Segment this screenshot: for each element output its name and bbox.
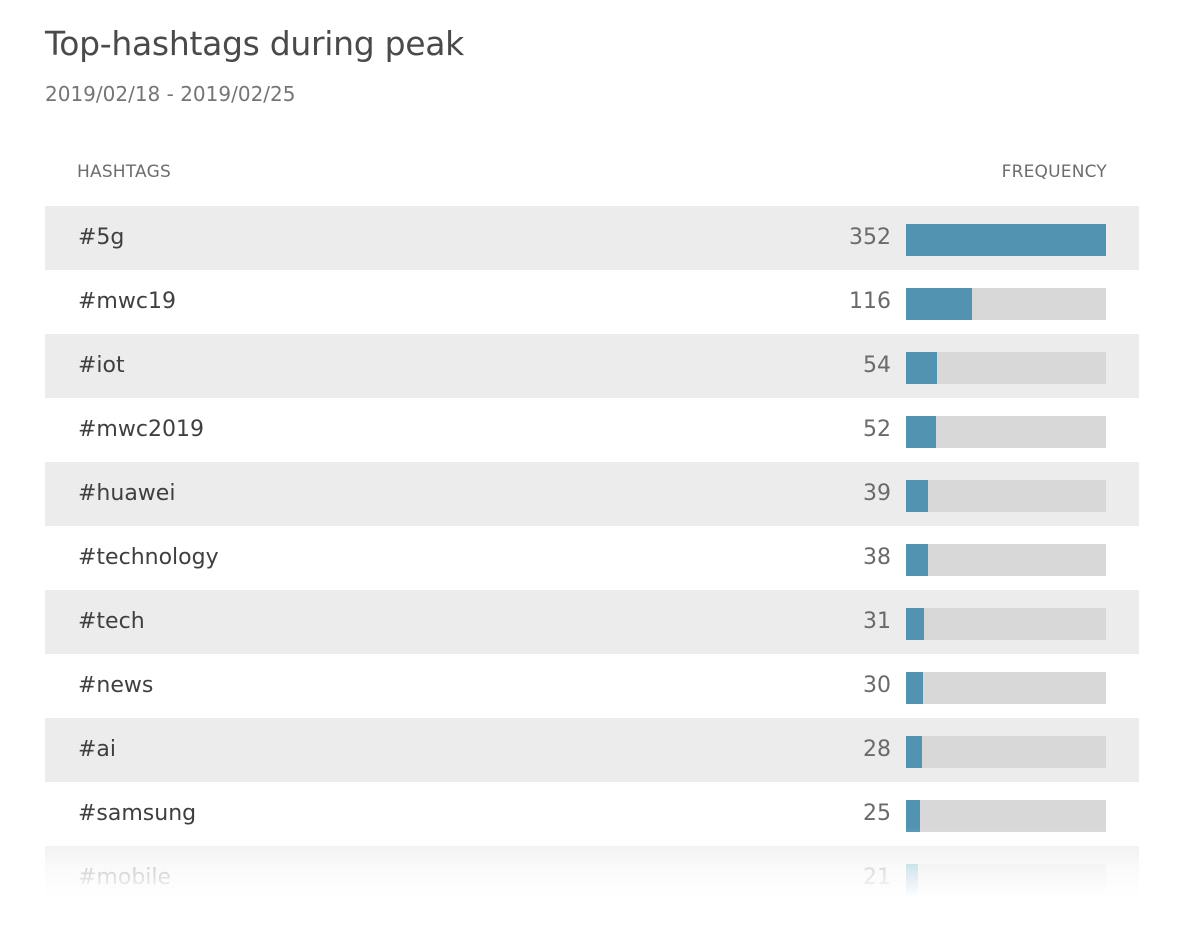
frequency-value: 31 — [863, 609, 891, 634]
date-range: 2019/02/18 - 2019/02/25 — [45, 82, 296, 106]
hashtag-label[interactable]: #news — [78, 673, 154, 698]
table-row[interactable]: #technology 38 — [45, 526, 1139, 590]
frequency-bar-track — [906, 608, 1106, 640]
frequency-bar-track — [906, 480, 1106, 512]
frequency-value: 30 — [863, 673, 891, 698]
frequency-value: 28 — [863, 737, 891, 762]
table-header: HASHTAGS FREQUENCY — [45, 150, 1139, 206]
frequency-bar-fill — [906, 736, 922, 768]
table-row[interactable]: #news 30 — [45, 654, 1139, 718]
frequency-value: 39 — [863, 481, 891, 506]
table-row[interactable]: #mwc2019 52 — [45, 398, 1139, 462]
frequency-value: 54 — [863, 353, 891, 378]
widget-title: Top-hashtags during peak — [45, 24, 464, 63]
table-row[interactable]: #mwc19 116 — [45, 270, 1139, 334]
frequency-value: 116 — [849, 289, 891, 314]
column-header-frequency[interactable]: FREQUENCY — [1001, 162, 1107, 182]
frequency-value: 21 — [863, 865, 891, 890]
hashtag-label[interactable]: #huawei — [78, 481, 176, 506]
frequency-value: 352 — [849, 225, 891, 250]
frequency-bar-fill — [906, 672, 924, 704]
hashtag-label[interactable]: #mwc19 — [78, 289, 176, 314]
frequency-bar-track — [906, 736, 1106, 768]
table-row[interactable]: #5g 352 — [45, 206, 1139, 270]
frequency-bar-fill — [906, 352, 937, 384]
frequency-bar-track — [906, 288, 1106, 320]
frequency-bar-fill — [906, 864, 918, 896]
table-row[interactable]: #tech 31 — [45, 590, 1139, 654]
hashtag-label[interactable]: #iot — [78, 353, 125, 378]
frequency-bar-track — [906, 800, 1106, 832]
table-row[interactable]: #ai 28 — [45, 718, 1139, 782]
table-row[interactable]: #samsung 25 — [45, 782, 1139, 846]
hashtag-label[interactable]: #technology — [78, 545, 219, 570]
hashtag-label[interactable]: #tech — [78, 609, 145, 634]
table-row[interactable]: #mobile 21 — [45, 846, 1139, 898]
frequency-bar-fill — [906, 608, 924, 640]
hashtag-label[interactable]: #ai — [78, 737, 117, 762]
frequency-bar-track — [906, 352, 1106, 384]
frequency-bar-fill — [906, 800, 921, 832]
frequency-value: 52 — [863, 417, 891, 442]
frequency-bar-track — [906, 416, 1106, 448]
frequency-value: 25 — [863, 801, 891, 826]
frequency-bar-track — [906, 544, 1106, 576]
frequency-bar-fill — [906, 224, 1106, 256]
frequency-bar-fill — [906, 544, 928, 576]
frequency-value: 38 — [863, 545, 891, 570]
table-body[interactable]: #5g 352 #mwc19 116 #iot 54 #mwc2019 52 #huawei 39… — [45, 206, 1139, 898]
frequency-bar-track — [906, 224, 1106, 256]
frequency-bar-fill — [906, 416, 936, 448]
column-header-hashtags[interactable]: HASHTAGS — [77, 162, 171, 182]
hashtag-label[interactable]: #5g — [78, 225, 125, 250]
hashtag-label[interactable]: #mwc2019 — [78, 417, 204, 442]
hashtag-label[interactable]: #mobile — [78, 865, 172, 890]
frequency-bar-track — [906, 864, 1106, 896]
table-row[interactable]: #huawei 39 — [45, 462, 1139, 526]
frequency-bar-fill — [906, 288, 972, 320]
table-row[interactable]: #iot 54 — [45, 334, 1139, 398]
hashtag-table: HASHTAGS FREQUENCY #5g 352 #mwc19 116 #iot 54… — [45, 150, 1139, 898]
frequency-bar-fill — [906, 480, 929, 512]
frequency-bar-track — [906, 672, 1106, 704]
hashtag-label[interactable]: #samsung — [78, 801, 197, 826]
